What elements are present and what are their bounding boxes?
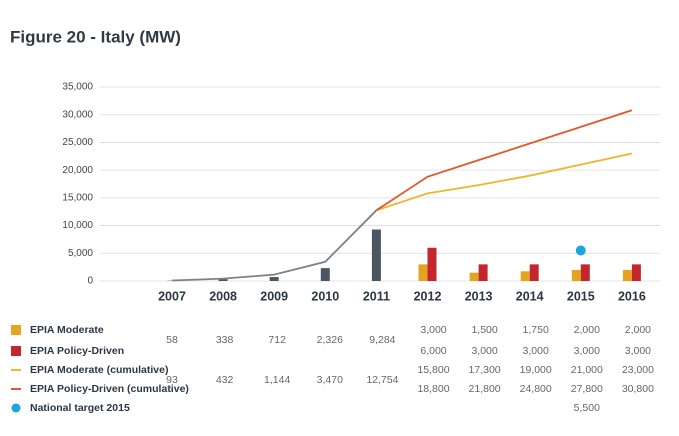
line (376, 152, 633, 212)
point (575, 245, 586, 256)
table-cell: 2,000 (574, 324, 600, 336)
bar (571, 269, 581, 281)
bar (218, 279, 228, 281)
table-cell: 432 (216, 374, 234, 386)
table-cell: 15,800 (417, 364, 449, 376)
bar (580, 264, 590, 281)
x-tick-label: 2011 (363, 289, 390, 303)
bar (469, 272, 479, 281)
bar (427, 247, 437, 281)
legend-swatch (11, 346, 21, 356)
table-cell: 1,500 (471, 324, 497, 336)
table-cell: 21,000 (571, 364, 603, 376)
y-tick-label: 15,000 (62, 192, 93, 203)
x-tick-label: 2016 (618, 289, 646, 303)
y-tick-label: 30,000 (62, 109, 93, 120)
table-cell: 3,000 (471, 345, 497, 357)
y-tick-label: 5,000 (68, 248, 93, 259)
bar (320, 268, 330, 281)
table-cell: 19,000 (520, 364, 552, 376)
table-cell: 58 (166, 334, 178, 346)
x-tick-label: 2015 (567, 289, 595, 303)
legend-label: EPIA Moderate (30, 324, 104, 336)
bar (418, 264, 428, 281)
table-cell: 3,000 (523, 345, 549, 357)
x-tick-label: 2010 (311, 289, 339, 303)
table-cell: 17,300 (469, 364, 501, 376)
legend-swatch (11, 325, 21, 335)
table-cell: 3,000 (420, 324, 446, 336)
table-cell: 18,800 (417, 383, 449, 395)
x-tick-label: 2012 (414, 289, 442, 303)
table-cell: 12,754 (366, 374, 398, 386)
table-cell: 1,750 (523, 324, 549, 336)
legend-label: EPIA Moderate (cumulative) (30, 364, 168, 376)
bar (529, 264, 539, 281)
y-tick-label: 10,000 (62, 220, 93, 231)
y-tick-label: 20,000 (62, 165, 93, 176)
x-tick-label: 2014 (516, 289, 544, 303)
table-cell: 23,000 (622, 364, 654, 376)
table-cell: 712 (268, 334, 286, 346)
table-cell: 30,800 (622, 383, 654, 395)
bar (622, 269, 632, 281)
x-tick-label: 2008 (209, 289, 237, 303)
table-cell: 3,470 (317, 374, 343, 386)
table-cell: 27,800 (571, 383, 603, 395)
bar (371, 229, 381, 281)
table-cell: 93 (166, 374, 178, 386)
table-cell: 9,284 (369, 334, 395, 346)
legend-label: National target 2015 (30, 402, 130, 414)
table-cell: 3,000 (574, 345, 600, 357)
table-cell: 21,800 (469, 383, 501, 395)
table-cell: 2,000 (625, 324, 651, 336)
y-tick-label: 35,000 (62, 82, 93, 93)
bar (269, 277, 279, 281)
table-cell: 6,000 (420, 345, 446, 357)
table-cell: 3,000 (625, 345, 651, 357)
table-cell: 5,500 (574, 402, 600, 414)
table-cell: 338 (216, 334, 234, 346)
legend-label: EPIA Policy-Driven (30, 345, 124, 357)
x-tick-label: 2007 (158, 289, 186, 303)
x-tick-label: 2013 (465, 289, 493, 303)
legend-label: EPIA Policy-Driven (cumulative) (30, 383, 189, 395)
bar (631, 264, 641, 281)
bar (478, 264, 488, 281)
chart-title: Figure 20 - Italy (MW) (10, 27, 181, 46)
table-cell: 1,144 (264, 374, 290, 386)
table-cell: 2,326 (317, 334, 343, 346)
table-cell: 24,800 (520, 383, 552, 395)
x-tick-label: 2009 (260, 289, 288, 303)
y-tick-label: 25,000 (62, 137, 93, 148)
legend-swatch (11, 403, 21, 413)
line (171, 209, 378, 282)
bar (520, 271, 530, 281)
line (375, 109, 633, 212)
y-tick-label: 0 (87, 276, 93, 287)
